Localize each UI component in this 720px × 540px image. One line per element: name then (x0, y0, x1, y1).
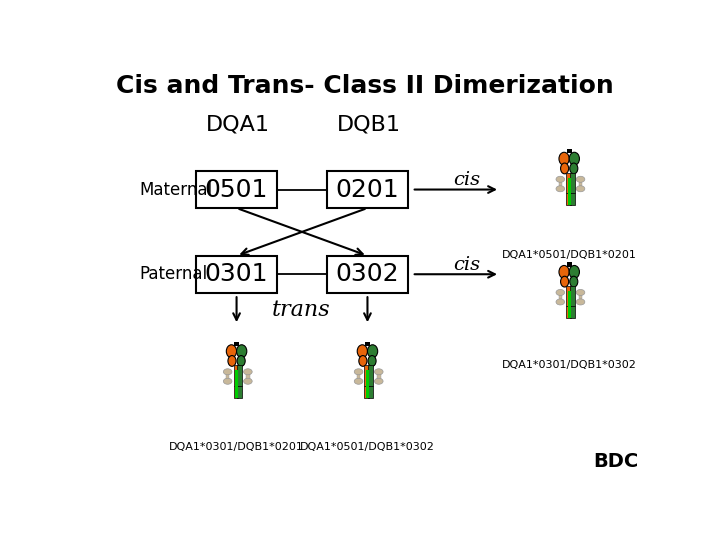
Bar (570, 173, 575, 193)
Bar (368, 386, 373, 397)
Ellipse shape (559, 266, 570, 279)
Bar (365, 341, 370, 346)
Ellipse shape (576, 289, 585, 295)
Bar (568, 178, 570, 205)
Ellipse shape (354, 369, 363, 375)
Ellipse shape (570, 152, 580, 165)
Ellipse shape (226, 345, 237, 357)
Text: 0201: 0201 (336, 178, 400, 201)
Bar (357, 374, 360, 379)
Bar (234, 341, 239, 346)
Ellipse shape (561, 163, 569, 174)
Bar (327, 256, 408, 293)
Ellipse shape (357, 345, 367, 357)
Bar (366, 370, 369, 397)
Text: Maternal: Maternal (140, 180, 212, 199)
Bar (566, 306, 571, 318)
Ellipse shape (556, 299, 564, 305)
Bar (559, 295, 562, 299)
Text: 0302: 0302 (336, 262, 400, 286)
Ellipse shape (243, 369, 252, 375)
Ellipse shape (570, 163, 578, 174)
Text: trans: trans (272, 299, 330, 321)
Ellipse shape (367, 345, 378, 357)
Bar (570, 306, 575, 318)
Ellipse shape (576, 186, 585, 192)
Bar (196, 256, 277, 293)
Text: Paternal: Paternal (140, 265, 207, 284)
Text: 0301: 0301 (204, 262, 269, 286)
Ellipse shape (556, 186, 564, 192)
Bar (566, 193, 571, 205)
Bar (559, 182, 562, 186)
Bar (226, 374, 230, 379)
Bar (364, 386, 369, 397)
Bar (368, 365, 373, 386)
Bar (237, 365, 242, 386)
Bar (235, 370, 238, 397)
Ellipse shape (556, 289, 564, 295)
Ellipse shape (570, 276, 578, 287)
Ellipse shape (228, 355, 236, 366)
Bar (568, 291, 570, 318)
Bar (196, 171, 277, 208)
Text: DQA1: DQA1 (206, 115, 270, 135)
Ellipse shape (237, 355, 246, 366)
Text: DQB1: DQB1 (337, 115, 401, 135)
Text: 0501: 0501 (205, 178, 269, 201)
Ellipse shape (561, 276, 569, 287)
Ellipse shape (243, 378, 252, 384)
Ellipse shape (354, 378, 363, 384)
Bar (377, 374, 380, 379)
Ellipse shape (374, 369, 383, 375)
Bar (233, 365, 238, 386)
Text: cis: cis (453, 256, 480, 274)
Bar (566, 173, 571, 193)
Bar (570, 193, 575, 205)
Ellipse shape (368, 355, 376, 366)
Bar (246, 374, 250, 379)
Ellipse shape (570, 266, 580, 279)
Ellipse shape (556, 176, 564, 183)
Text: DQA1*0501/DQB1*0201: DQA1*0501/DQB1*0201 (502, 249, 636, 260)
Ellipse shape (374, 378, 383, 384)
Bar (566, 286, 571, 306)
Bar (579, 295, 582, 299)
Bar (570, 286, 575, 306)
Text: DQA1*0301/DQB1*0302: DQA1*0301/DQB1*0302 (502, 360, 636, 370)
Text: DQA1*0501/DQB1*0302: DQA1*0501/DQB1*0302 (300, 442, 435, 452)
Text: cis: cis (453, 171, 480, 190)
Bar (233, 386, 238, 397)
Text: DQA1*0301/DQB1*0201: DQA1*0301/DQB1*0201 (169, 442, 304, 452)
Bar (237, 386, 242, 397)
Ellipse shape (223, 378, 232, 384)
Ellipse shape (223, 369, 232, 375)
Ellipse shape (359, 355, 367, 366)
Ellipse shape (559, 152, 570, 165)
Bar (567, 262, 572, 267)
Text: BDC: BDC (593, 453, 639, 471)
Bar (567, 149, 572, 153)
Text: Cis and Trans- Class II Dimerization: Cis and Trans- Class II Dimerization (116, 75, 614, 98)
Ellipse shape (576, 299, 585, 305)
Bar (327, 171, 408, 208)
Bar (579, 182, 582, 186)
Ellipse shape (237, 345, 247, 357)
Bar (364, 365, 369, 386)
Ellipse shape (576, 176, 585, 183)
